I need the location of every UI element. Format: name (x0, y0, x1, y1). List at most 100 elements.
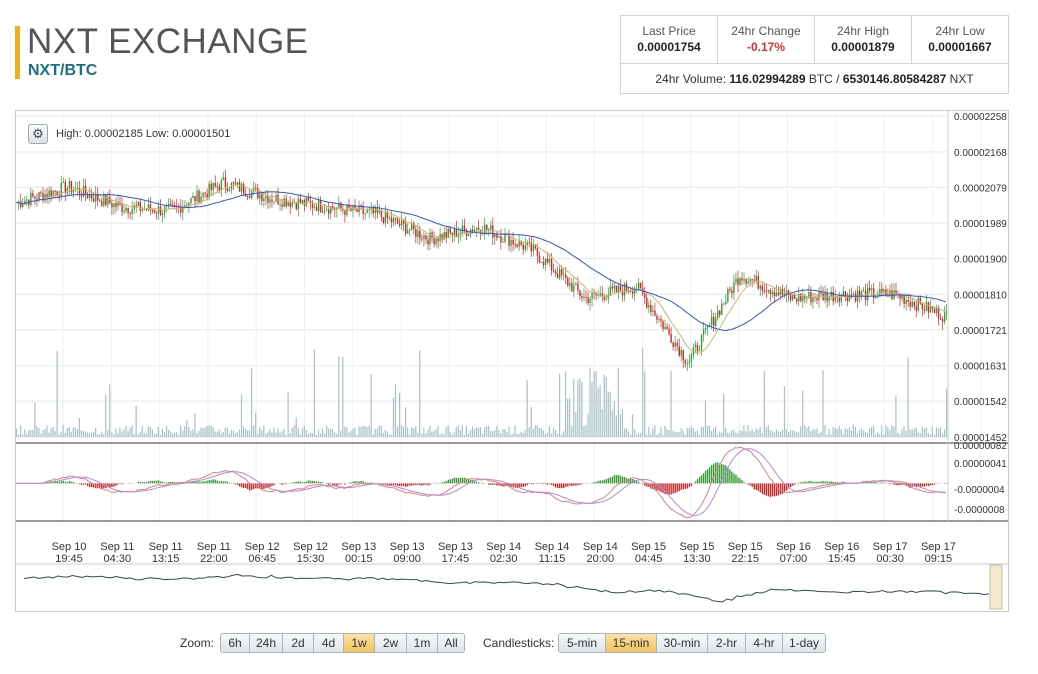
volume-bar (240, 394, 243, 437)
time-axis-time-label: 15:45 (828, 553, 856, 565)
volume-bar (176, 432, 178, 437)
volume-bar (194, 413, 196, 437)
candle-body (82, 185, 85, 197)
volume-bar (781, 429, 784, 437)
zoom-6h-button[interactable]: 6h (221, 634, 250, 652)
candles-5-min-button[interactable]: 5-min (559, 634, 606, 652)
volume-bar (238, 429, 241, 437)
time-axis-date-label: Sep 11 (149, 541, 183, 553)
macd-histogram-bar (881, 482, 883, 484)
volume-bar (285, 434, 287, 437)
candle-body (623, 283, 626, 296)
macd-histogram-bar (390, 483, 393, 486)
candle-body (398, 223, 401, 226)
volume-bar (777, 431, 780, 437)
candle-body (299, 198, 302, 204)
zoom-1w-button[interactable]: 1w (344, 634, 375, 652)
volume-bar (125, 425, 127, 437)
candle-body (664, 326, 666, 330)
volume-bar (621, 409, 624, 437)
volume-bar (36, 426, 38, 437)
candle-body (674, 343, 676, 347)
volume-bar (82, 431, 85, 437)
macd-histogram-bar (88, 483, 91, 488)
volume-bar (704, 400, 707, 437)
candles-15-min-button[interactable]: 15-min (606, 634, 657, 652)
candles-30-min-button[interactable]: 30-min (657, 634, 708, 652)
volume-bar (78, 417, 81, 437)
candle-body (658, 318, 660, 320)
candle-body (151, 209, 154, 211)
candle-body (883, 289, 885, 292)
macd-histogram-bar (352, 481, 354, 484)
volume-bar (129, 427, 131, 437)
chart-canvas[interactable]: 0.00002258 0.00002168 0.00002079 0.00001989… (15, 111, 1008, 611)
time-axis-date-label: Sep 12 (245, 541, 280, 553)
volume-bar (92, 431, 95, 437)
volume-bar (925, 427, 927, 437)
volume-bar (931, 426, 934, 437)
candle-body (842, 291, 845, 296)
candle-body (769, 290, 772, 294)
zoom-24h-button[interactable]: 24h (250, 634, 283, 652)
candle-body (666, 326, 668, 329)
candle-body (682, 350, 685, 361)
volume-bar (536, 425, 538, 437)
candle-body (546, 258, 549, 263)
macd-histogram-bar (901, 483, 903, 485)
candle-body (263, 198, 265, 202)
volume-bar (155, 433, 158, 437)
volume-bar (332, 428, 334, 437)
candle-body (309, 200, 312, 203)
gear-icon[interactable]: ⚙ (28, 124, 48, 144)
macd-histogram-bar (791, 483, 794, 486)
candle-body (571, 283, 573, 292)
candle-body (561, 269, 563, 276)
candle-body (334, 208, 336, 210)
macd-histogram-bar (931, 483, 934, 486)
volume-bar (911, 429, 913, 437)
candle-body (591, 292, 593, 299)
volume-bar (546, 433, 549, 437)
volume-bar (759, 426, 761, 437)
candle-body (773, 291, 776, 296)
macd-histogram-bar (165, 482, 168, 484)
volume-bar (386, 431, 388, 437)
macd-histogram-bar (297, 481, 300, 484)
candle-body (490, 225, 492, 230)
macd-histogram-bar (411, 483, 413, 486)
candles-2-hr-button[interactable]: 2-hr (708, 634, 746, 652)
volume-bar (113, 434, 115, 437)
macd-histogram-bar (141, 481, 144, 484)
zoom-1m-button[interactable]: 1m (407, 634, 438, 652)
zoom-2w-button[interactable]: 2w (375, 634, 407, 652)
volume-bar (261, 430, 263, 437)
candles-4-hr-button[interactable]: 4-hr (746, 634, 783, 652)
zoom-all-button[interactable]: All (438, 634, 464, 652)
zoom-4d-button[interactable]: 4d (314, 634, 344, 652)
volume-bar (783, 386, 786, 437)
macd-histogram-bar (552, 483, 555, 487)
volume-bar (169, 431, 172, 437)
macd-histogram-bar (500, 483, 502, 487)
volume-bar (548, 426, 551, 437)
candle-body (275, 194, 277, 202)
candle-body (492, 225, 494, 238)
candle-body (135, 205, 137, 207)
volume-bar (848, 427, 850, 437)
candles-1-day-button[interactable]: 1-day (783, 634, 825, 652)
candle-body (232, 182, 235, 184)
volume-bar (633, 429, 636, 437)
volume-bar (242, 426, 245, 437)
volume-bar (109, 384, 111, 437)
macd-histogram-bar (210, 480, 212, 484)
zoom-2d-button[interactable]: 2d (283, 634, 314, 652)
volume-bar (119, 427, 121, 437)
candle-body (88, 194, 91, 199)
macd-histogram-bar (332, 483, 334, 486)
volume-bar (115, 428, 117, 437)
candle-body (800, 293, 802, 302)
price-chart[interactable]: 0.00002258 0.00002168 0.00002079 0.00001989… (15, 110, 1009, 612)
candle-body (139, 201, 142, 211)
volume-bar (407, 427, 409, 437)
